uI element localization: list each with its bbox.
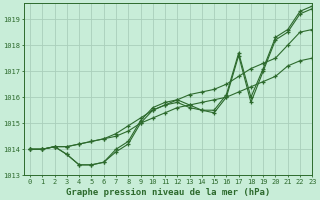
- X-axis label: Graphe pression niveau de la mer (hPa): Graphe pression niveau de la mer (hPa): [66, 188, 270, 197]
